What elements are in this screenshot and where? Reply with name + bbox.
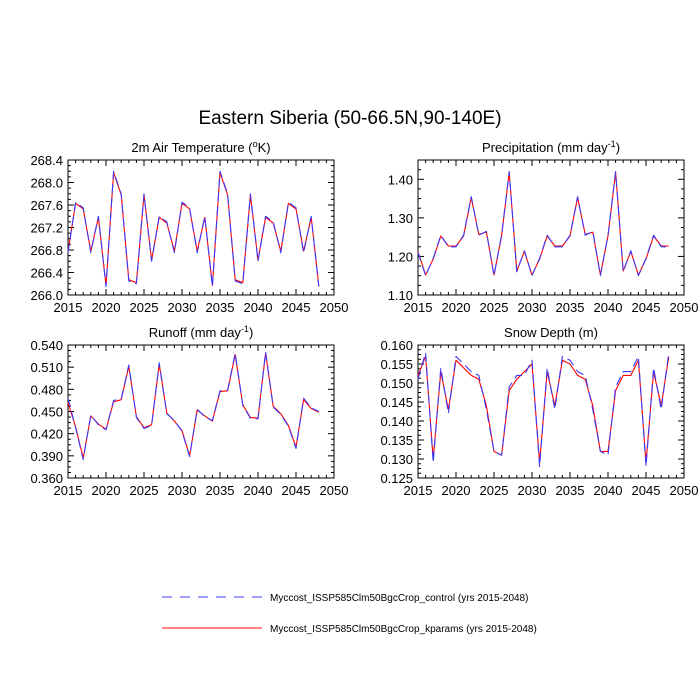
figure-title: Eastern Siberia (50-66.5N,90-140E) <box>198 108 501 129</box>
x-tick-label: 2020 <box>92 300 121 315</box>
y-tick-label: 0.160 <box>380 338 413 353</box>
x-tick-label: 2040 <box>594 300 623 315</box>
x-tick-label: 2035 <box>556 300 585 315</box>
x-tick-label: 2045 <box>632 300 661 315</box>
x-tick-label: 2035 <box>206 300 235 315</box>
panels: 2m Air Temperature (oK) 2015 2020 2025 2030 2… <box>30 139 698 498</box>
panel-title-tail: ) <box>249 325 253 340</box>
y-tick-label: 267.6 <box>30 198 63 213</box>
x-tick-label: 2030 <box>168 300 197 315</box>
x-tick-label: 2050 <box>320 483 349 498</box>
chart-panel-1: 2m Air Temperature (oK) 2015 2020 2025 2030 2… <box>30 139 348 315</box>
x-tick-label: 2045 <box>632 483 661 498</box>
y-tick-label: 1.10 <box>388 288 413 303</box>
y-tick-label: 268.0 <box>30 176 63 191</box>
x-tick-label: 2050 <box>670 300 699 315</box>
panel-title: 2m Air Temperature (oK) <box>131 139 270 155</box>
series-line-control <box>67 351 320 461</box>
y-tick-label: 0.145 <box>380 395 413 410</box>
x-tick-label: 2025 <box>130 483 159 498</box>
chart-panel-4: Snow Depth (m) 2015 2020 2025 2030 2035 2040 20… <box>380 325 698 498</box>
x-tick-label: 2040 <box>594 483 623 498</box>
chart-panel-3: Runoff (mm day-1) 2015 2020 2025 2030 2035 204… <box>30 324 348 498</box>
y-tick-label: 0.450 <box>30 405 63 420</box>
y-tick-label: 0.540 <box>30 338 63 353</box>
y-tick-label: 266.0 <box>30 288 63 303</box>
y-tick-label: 1.40 <box>388 172 413 187</box>
y-tick-label: 0.155 <box>380 357 413 372</box>
x-tick-label: 2045 <box>282 300 311 315</box>
plot-frame <box>67 159 335 296</box>
panel-title: Snow Depth (m) <box>504 325 598 340</box>
y-tick-label: 266.4 <box>30 266 63 281</box>
y-tick-label: 1.20 <box>388 249 413 264</box>
x-tick-label: 2030 <box>518 300 547 315</box>
y-tick-label: 0.360 <box>30 471 63 486</box>
x-tick-label: 2020 <box>92 483 121 498</box>
plot-frame <box>67 344 335 479</box>
series-line-kparams <box>67 352 320 459</box>
panel-title-superscript: -1 <box>241 324 249 334</box>
x-tick-label: 2015 <box>54 300 83 315</box>
y-tick-label: 0.135 <box>380 433 413 448</box>
x-tick-label: 2025 <box>130 300 159 315</box>
y-tick-label: 0.480 <box>30 382 63 397</box>
series-line-control <box>67 170 320 288</box>
panel-title-main: Snow Depth (m) <box>504 325 598 340</box>
y-tick-label: 0.140 <box>380 414 413 429</box>
x-tick-label: 2050 <box>670 483 699 498</box>
legend-item-1: Myccost_ISSP585Clm50BgcCrop_control (yrs… <box>162 593 528 604</box>
x-tick-label: 2045 <box>282 483 311 498</box>
plot-frame <box>417 344 685 479</box>
y-tick-label: 268.4 <box>30 153 63 168</box>
y-tick-label: 0.125 <box>380 471 413 486</box>
x-tick-label: 2030 <box>518 483 547 498</box>
y-tick-label: 1.30 <box>388 211 413 226</box>
series-line-kparams <box>417 355 670 464</box>
x-tick-label: 2040 <box>244 300 273 315</box>
panel-title-main: Runoff (mm day <box>149 325 242 340</box>
chart-panel-2: Precipitation (mm day-1) 2015 2020 2025 2030… <box>388 139 699 315</box>
plot-frame <box>417 159 685 296</box>
x-tick-label: 2015 <box>54 483 83 498</box>
y-tick-label: 0.130 <box>380 452 413 467</box>
panel-title-tail: K) <box>258 140 271 155</box>
legend-label: Myccost_ISSP585Clm50BgcCrop_kparams (yrs… <box>270 624 537 635</box>
x-tick-label: 2025 <box>480 300 509 315</box>
panel-title: Runoff (mm day-1) <box>149 324 254 340</box>
legend: Myccost_ISSP585Clm50BgcCrop_control (yrs… <box>162 593 537 635</box>
x-tick-label: 2015 <box>404 483 433 498</box>
panel-title-superscript: -1 <box>608 139 616 149</box>
series-line-kparams <box>417 171 669 276</box>
panel-title: Precipitation (mm day-1) <box>482 139 620 155</box>
x-tick-label: 2025 <box>480 483 509 498</box>
x-tick-label: 2015 <box>404 300 433 315</box>
x-tick-label: 2040 <box>244 483 273 498</box>
legend-label: Myccost_ISSP585Clm50BgcCrop_control (yrs… <box>270 593 528 604</box>
y-tick-label: 0.150 <box>380 376 413 391</box>
x-tick-label: 2030 <box>168 483 197 498</box>
x-tick-label: 2035 <box>556 483 585 498</box>
legend-item-2: Myccost_ISSP585Clm50BgcCrop_kparams (yrs… <box>162 624 537 635</box>
y-tick-label: 266.8 <box>30 243 63 258</box>
x-tick-label: 2035 <box>206 483 235 498</box>
panel-title-tail: ) <box>616 140 620 155</box>
series-line-control <box>417 352 670 468</box>
y-tick-label: 0.420 <box>30 427 63 442</box>
x-tick-label: 2020 <box>442 483 471 498</box>
panel-title-superscript: o <box>253 139 258 149</box>
x-tick-label: 2050 <box>320 300 349 315</box>
x-tick-label: 2020 <box>442 300 471 315</box>
y-tick-label: 267.2 <box>30 221 63 236</box>
y-tick-label: 0.510 <box>30 360 63 375</box>
panel-title-main: Precipitation (mm day <box>482 140 608 155</box>
series-line-control <box>417 171 669 277</box>
panel-title-main: 2m Air Temperature ( <box>131 140 253 155</box>
y-tick-label: 0.390 <box>30 449 63 464</box>
